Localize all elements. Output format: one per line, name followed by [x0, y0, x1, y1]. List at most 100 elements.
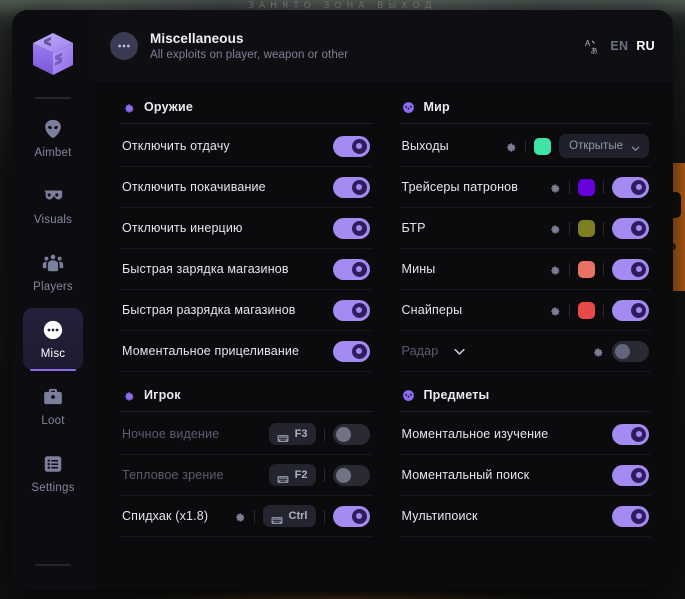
header-bar: Miscellaneous All exploits on player, we… [94, 10, 673, 82]
keybind-badge[interactable]: Ctrl [262, 505, 316, 527]
sidebar-divider-top [35, 97, 71, 99]
color-swatch[interactable] [578, 301, 595, 319]
setting-label: Моментальное прицеливание [122, 344, 300, 358]
section-weapon: Оружие Отключить отдачу Отключить покачи… [120, 90, 372, 372]
divider [603, 303, 604, 317]
dots-icon [42, 319, 64, 341]
setting-row: Ночное видение F3 [120, 414, 372, 455]
gear-icon[interactable] [504, 140, 517, 153]
color-swatch[interactable] [534, 137, 552, 155]
svg-text:あ: あ [591, 46, 598, 54]
sidebar-item-label: Aimbet [34, 146, 72, 159]
color-swatch[interactable] [578, 178, 595, 196]
toggle-switch[interactable] [612, 217, 649, 239]
gear-icon[interactable] [548, 222, 561, 235]
toggle-switch[interactable] [332, 217, 370, 239]
toggle-switch[interactable] [332, 135, 370, 157]
setting-row: Отключить инерцию [120, 208, 372, 249]
toggle-switch[interactable] [612, 258, 649, 280]
setting-row: Моментальное прицеливание [120, 331, 372, 372]
row-controls: F3 [268, 423, 370, 445]
sidebar-item-visuals[interactable]: Visuals [23, 174, 83, 236]
sidebar-item-settings[interactable]: Settings [23, 442, 83, 504]
row-controls [548, 176, 649, 198]
toggle-switch[interactable] [332, 299, 370, 321]
toggle-switch[interactable] [612, 464, 649, 486]
backdrop-top-text: ЗАНЯТО ЗОНА ВЫХОД [248, 1, 437, 11]
divider [323, 427, 325, 441]
setting-row: Мультипоиск [399, 496, 651, 537]
section-rule [120, 411, 372, 412]
expand-chevron-icon[interactable] [452, 344, 467, 359]
color-swatch[interactable] [578, 260, 595, 278]
keybind-label: Ctrl [288, 510, 308, 522]
list-icon [42, 453, 64, 475]
toggle-switch[interactable] [332, 505, 370, 527]
gear-icon[interactable] [548, 181, 561, 194]
divider [525, 139, 527, 153]
cheat-menu-window: Aimbet Visuals Players [12, 10, 673, 590]
section-header: Игрок [120, 378, 372, 411]
toggle-switch[interactable] [612, 340, 649, 362]
color-swatch[interactable] [578, 219, 595, 237]
gear-icon[interactable] [591, 345, 604, 358]
setting-row: Мины [399, 249, 651, 290]
sidebar-divider-bottom [35, 564, 71, 566]
row-controls [332, 217, 370, 239]
goggles-icon [42, 185, 64, 207]
section-title: Оружие [144, 100, 193, 114]
toggle-switch[interactable] [612, 423, 649, 445]
row-controls [332, 135, 370, 157]
toggle-switch[interactable] [332, 464, 370, 486]
sidebar-item-label: Visuals [33, 213, 73, 226]
toggle-switch[interactable] [332, 258, 370, 280]
sidebar-item-misc[interactable]: Misc [23, 308, 83, 371]
keybind-badge[interactable]: F3 [268, 423, 316, 445]
setting-label: Моментальный поиск [401, 468, 530, 482]
toggle-switch[interactable] [332, 176, 370, 198]
toggle-switch[interactable] [332, 340, 370, 362]
toggle-switch[interactable] [612, 176, 649, 198]
section-player: Игрок Ночное видение F3 [120, 378, 372, 537]
sidebar-item-players[interactable]: Players [23, 241, 83, 303]
toggle-switch[interactable] [612, 299, 649, 321]
row-controls: F2 [268, 464, 370, 486]
row-controls [332, 176, 370, 198]
gear-icon[interactable] [233, 510, 246, 523]
setting-label: Мины [401, 262, 436, 276]
keybind-label: F2 [294, 469, 308, 481]
divider [569, 303, 570, 317]
sidebar-item-aimbet[interactable]: Aimbet [23, 107, 83, 169]
sidebar-item-loot[interactable]: Loot [23, 375, 83, 437]
alien-icon [42, 118, 64, 140]
sidebar-item-label: Misc [40, 347, 66, 360]
world-icon [402, 389, 415, 402]
gear-icon[interactable] [548, 263, 561, 276]
row-controls [548, 258, 649, 280]
section-title: Игрок [144, 388, 181, 402]
toggle-switch[interactable] [332, 423, 370, 445]
section-world: Мир Выходы Открытые [399, 90, 651, 372]
lang-option-ru[interactable]: RU [636, 39, 655, 53]
world-icon [402, 101, 415, 114]
content-area: Miscellaneous All exploits on player, we… [94, 10, 673, 590]
keybind-badge[interactable]: F2 [268, 464, 316, 486]
divider [323, 509, 325, 523]
left-column: Оружие Отключить отдачу Отключить покачи… [94, 82, 384, 590]
divider [569, 221, 570, 235]
divider [603, 180, 604, 194]
right-column: Мир Выходы Открытые [384, 82, 674, 590]
keyboard-icon [277, 430, 289, 442]
setting-label: БТР [401, 221, 426, 235]
setting-label: Быстрая разрядка магазинов [122, 303, 296, 317]
lang-option-en[interactable]: EN [610, 39, 629, 53]
row-controls: Открытые [504, 134, 649, 158]
row-controls [612, 464, 649, 486]
gear-icon[interactable] [548, 304, 561, 317]
exits-dropdown[interactable]: Открытые [559, 134, 649, 158]
setting-label: Быстрая зарядка магазинов [122, 262, 289, 276]
setting-row: Моментальный поиск [399, 455, 651, 496]
row-controls [332, 340, 370, 362]
toggle-switch[interactable] [612, 505, 649, 527]
